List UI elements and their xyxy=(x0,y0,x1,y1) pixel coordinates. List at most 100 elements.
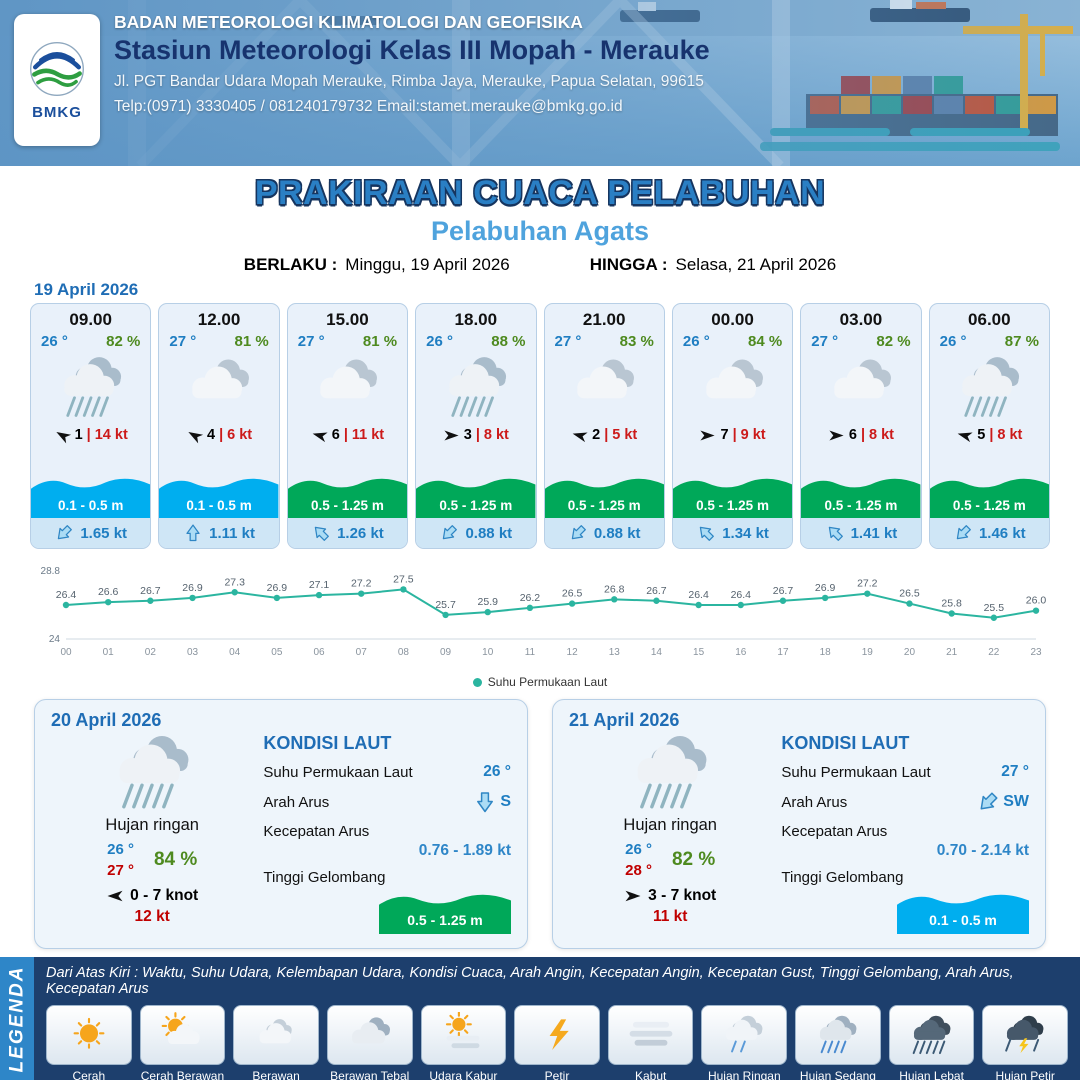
weather-icon xyxy=(545,350,664,422)
daily-wind: 3 - 7 knot xyxy=(624,887,716,905)
current-direction-value: SW xyxy=(976,790,1029,814)
svg-text:24: 24 xyxy=(49,634,61,645)
card-humidity: 87 % xyxy=(1004,333,1039,350)
daily-temp-min: 26 ° xyxy=(625,841,652,858)
svg-text:25.5: 25.5 xyxy=(984,602,1005,614)
current-direction-label: Arah Arus xyxy=(263,793,330,811)
bolt-icon xyxy=(514,1005,600,1065)
current-speed: 0.88 kt xyxy=(593,524,641,542)
daily-condition: Hujan ringan xyxy=(623,816,717,834)
card-wind: 6 | 11 kt xyxy=(288,422,407,448)
svg-text:10: 10 xyxy=(482,647,494,658)
svg-text:00: 00 xyxy=(60,647,72,658)
sun-icon xyxy=(46,1005,132,1065)
legend-dot-icon xyxy=(472,677,482,687)
bmkg-logo-text: BMKG xyxy=(32,103,82,121)
daily-date: 20 April 2026 xyxy=(51,710,162,730)
svg-text:15: 15 xyxy=(693,647,705,658)
wind-speed: 6 xyxy=(331,427,340,443)
card-time: 03.00 xyxy=(839,310,883,329)
sea-conditions-title: KONDISI LAUT xyxy=(781,733,910,753)
svg-text:23: 23 xyxy=(1030,647,1042,658)
wave-height-band: 0.5 - 1.25 m xyxy=(801,472,921,518)
card-temperature: 26 ° xyxy=(939,333,967,350)
sea-conditions-title: KONDISI LAUT xyxy=(263,733,392,753)
svg-text:21: 21 xyxy=(946,647,958,658)
bmkg-logo: BMKG xyxy=(14,14,100,146)
wind-direction-icon xyxy=(624,887,642,905)
legend-item-label: Petir xyxy=(544,1069,570,1080)
legend-item: Udara Kabur xyxy=(420,1005,507,1080)
rain-medium-icon xyxy=(795,1005,881,1065)
current-row: 0.88 kt xyxy=(544,518,664,548)
clouds-icon xyxy=(326,1005,413,1065)
wave-height-band: 0.5 - 1.25 m xyxy=(287,472,408,518)
legend-title: LEGENDA xyxy=(6,965,27,1072)
daily-forecast-card: 20 April 2026 Hujan ringan 26 ° 27 ° 84 %… xyxy=(34,699,528,949)
berlaku-label: BERLAKU : xyxy=(243,255,338,274)
card-time: 12.00 xyxy=(197,310,241,329)
svg-text:08: 08 xyxy=(398,647,410,658)
daily-wind-range: 3 - 7 knot xyxy=(648,887,717,904)
forecast-card: 06.00 26 ° 87 % 5 | 8 kt 0.5 - 1.25 m 1.46 … xyxy=(928,303,1050,549)
hingga-label: HINGGA : xyxy=(589,255,668,274)
wave-height-band: 0.5 - 1.25 m xyxy=(416,472,536,518)
card-temperature: 27 ° xyxy=(297,333,325,350)
current-row: 1.46 kt xyxy=(929,518,1049,548)
wind-speed: 5 xyxy=(977,427,986,443)
svg-text:07: 07 xyxy=(356,647,368,658)
card-time: 06.00 xyxy=(968,310,1011,329)
card-time: 15.00 xyxy=(326,310,369,329)
wind-direction-icon xyxy=(183,423,206,446)
current-direction-icon xyxy=(820,519,848,547)
svg-text:26.4: 26.4 xyxy=(688,589,709,601)
daily-weather-icon xyxy=(622,731,718,816)
wind-gust: 11 kt xyxy=(351,427,385,443)
card-temperature: 27 ° xyxy=(554,333,582,350)
legend-item-label: Cerah xyxy=(72,1069,106,1080)
title-block: PRAKIRAAN CUACA PELABUHAN Pelabuhan Agat… xyxy=(0,166,1080,275)
current-direction-icon xyxy=(435,519,463,547)
bmkg-logo-icon xyxy=(30,41,84,96)
svg-text:26.6: 26.6 xyxy=(98,586,119,598)
svg-text:27.2: 27.2 xyxy=(351,578,372,590)
card-temperature: 26 ° xyxy=(426,333,453,350)
legend-item-label: Hujan Petir xyxy=(995,1069,1055,1080)
current-speed: 1.41 kt xyxy=(850,524,898,542)
card-humidity: 84 % xyxy=(748,333,783,350)
card-time: 09.00 xyxy=(69,310,112,329)
wave-height-value: 0.5 - 1.25 m xyxy=(567,498,641,513)
header: BMKG BADAN METEOROLOGI KLIMATOLOGI DAN G… xyxy=(0,0,1080,166)
card-time: 21.00 xyxy=(582,310,626,329)
legend-item: Hujan Lebat xyxy=(888,1005,975,1080)
card-time: 00.00 xyxy=(711,310,754,329)
daily-wave-value: 0.5 - 1.25 m xyxy=(407,912,483,928)
header-text: BADAN METEOROLOGI KLIMATOLOGI DAN GEOFIS… xyxy=(114,12,1072,116)
svg-text:26.9: 26.9 xyxy=(815,582,836,594)
daily-temp-max: 27 ° xyxy=(107,862,134,879)
wave-height-value: 0.5 - 1.25 m xyxy=(696,498,769,513)
daily-wave-graphic: 0.1 - 0.5 m xyxy=(897,888,1029,934)
svg-text:26.5: 26.5 xyxy=(562,588,583,600)
card-temperature: 27 ° xyxy=(811,333,839,350)
rain-heavy-icon xyxy=(888,1005,975,1065)
svg-text:27.5: 27.5 xyxy=(393,573,414,585)
wave-height-band: 0.1 - 0.5 m xyxy=(31,472,151,518)
current-row: 1.26 kt xyxy=(287,518,408,548)
card-wind: 6 | 8 kt xyxy=(801,422,920,448)
weather-icon xyxy=(159,350,278,422)
wave-height-band: 0.5 - 1.25 m xyxy=(929,472,1049,518)
forecast-card: 09.00 26 ° 82 % 1 | 14 kt 0.1 - 0.5 m 1.65 … xyxy=(30,303,152,549)
berlaku-value: Minggu, 19 April 2026 xyxy=(345,255,510,274)
svg-text:05: 05 xyxy=(271,647,283,658)
svg-text:14: 14 xyxy=(651,647,663,658)
card-humidity: 81 % xyxy=(234,333,269,350)
wind-speed: 2 xyxy=(592,427,601,443)
daily-weather-icon xyxy=(104,731,200,816)
legend-item-label: Hujan Lebat xyxy=(899,1069,964,1080)
port-illustration xyxy=(0,0,1080,166)
svg-text:26.7: 26.7 xyxy=(646,585,667,597)
legend-item: Cerah xyxy=(46,1005,132,1080)
daily-wave-graphic: 0.5 - 1.25 m xyxy=(379,888,511,934)
legend-strip: LEGENDA xyxy=(0,957,34,1080)
